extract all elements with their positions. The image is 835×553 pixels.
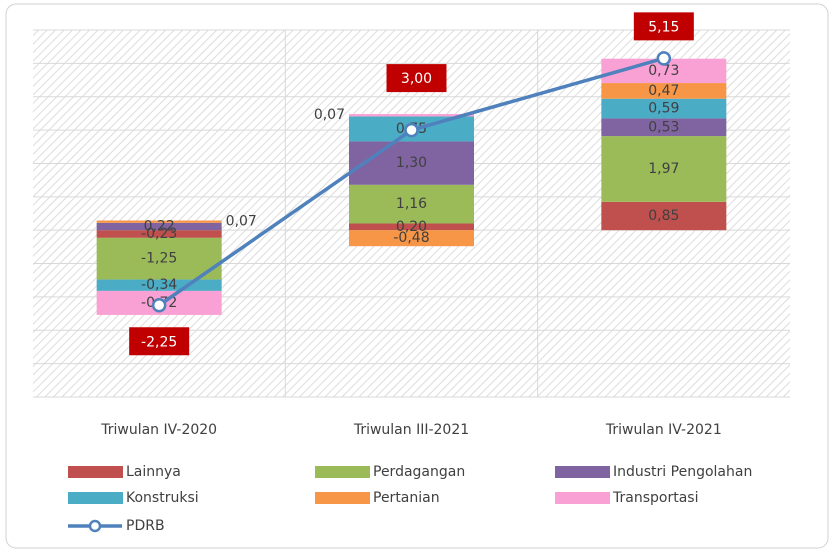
bar-segment [601, 98, 727, 119]
bar-segment [96, 220, 222, 223]
legend-swatch [315, 466, 370, 478]
legend-swatch [555, 492, 610, 504]
data-label: 0,22 [144, 219, 175, 235]
line-label-box [129, 327, 190, 356]
legend-swatch [68, 466, 123, 478]
line-marker [404, 122, 419, 138]
line-label-box [386, 64, 447, 93]
bar-segment [349, 114, 474, 117]
x-tick-label: Triwulan IV-2021 [605, 422, 722, 438]
line-label: -2,25 [141, 334, 177, 350]
legend-label: Perdagangan [373, 464, 465, 480]
data-label: 0,73 [648, 63, 679, 79]
data-label: 1,97 [648, 161, 679, 177]
legend-marker [88, 519, 102, 533]
data-label: -0,34 [141, 277, 177, 293]
line-marker [151, 298, 167, 313]
x-tick-label: Triwulan IV-2020 [100, 422, 217, 438]
legend-label: Transportasi [612, 490, 698, 506]
data-label: 0,20 [396, 219, 427, 235]
data-label: 0,47 [648, 83, 679, 99]
line-marker [656, 51, 672, 66]
bar-segment [601, 118, 727, 137]
data-label: 0,53 [648, 119, 679, 135]
line-label-box [633, 12, 694, 41]
data-label: -0,48 [393, 230, 429, 246]
legend-label: Industri Pengolahan [613, 464, 752, 480]
legend-swatch [555, 466, 610, 478]
bar-segment [601, 201, 727, 231]
data-label: 0,07 [226, 214, 257, 230]
bar-segment [349, 184, 474, 224]
legend-swatch [68, 492, 123, 504]
data-label: -1,25 [141, 251, 177, 267]
bar-segment [601, 83, 727, 99]
legend-label: PDRB [126, 518, 165, 534]
bar-segment [349, 141, 474, 185]
bar-segment [601, 136, 727, 202]
data-label: -0,23 [141, 226, 177, 242]
bar-segment [96, 237, 222, 280]
bar-segment [349, 230, 474, 247]
legend-label: Konstruksi [126, 490, 199, 506]
x-tick-label: Triwulan III-2021 [353, 422, 469, 438]
bar-segment [96, 279, 222, 291]
bar-segment [96, 230, 222, 238]
data-label: 1,30 [396, 155, 427, 171]
bar-segment [349, 223, 474, 231]
data-label: 0,07 [314, 107, 345, 123]
legend-label: Lainnya [126, 464, 181, 480]
line-label: 5,15 [648, 19, 679, 35]
bar-segment [96, 222, 222, 231]
data-label: 0,85 [648, 208, 679, 224]
data-label: 1,16 [396, 196, 427, 212]
data-label: 0,59 [648, 101, 679, 117]
line-label: 3,00 [401, 71, 432, 87]
legend-label: Pertanian [373, 490, 440, 506]
legend-swatch [315, 492, 370, 504]
